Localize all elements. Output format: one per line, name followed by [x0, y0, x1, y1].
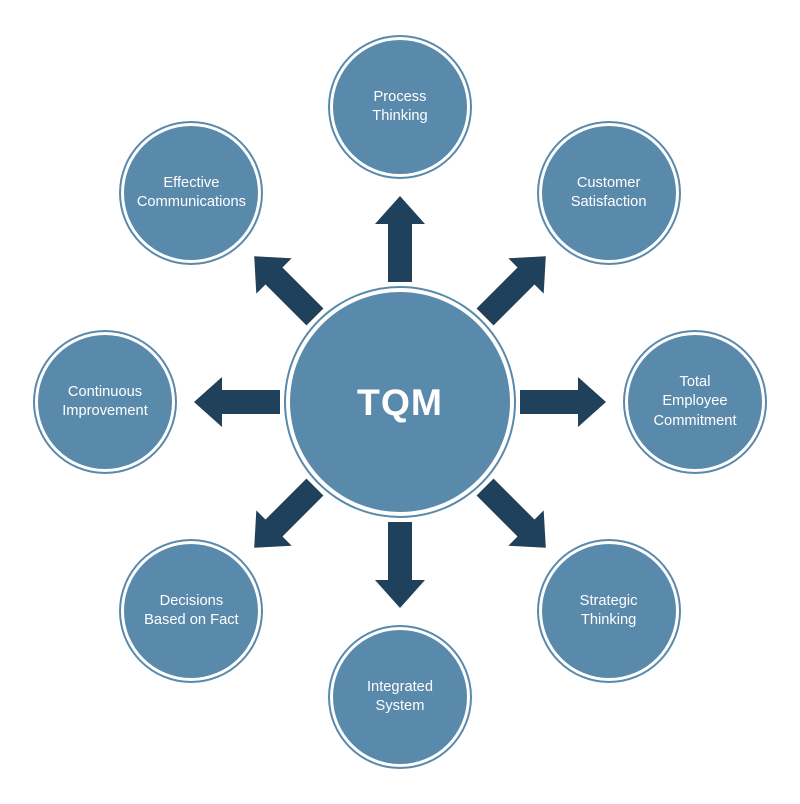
outer-node-strategic-thinking: StrategicThinking: [542, 544, 676, 678]
outer-label-3: StrategicThinking: [572, 592, 646, 630]
tqm-radial-diagram: TQM ProcessThinking CustomerSatisfaction…: [0, 0, 800, 804]
outer-label-0: ProcessThinking: [364, 88, 435, 126]
outer-node-effective-communications: EffectiveCommunications: [124, 126, 258, 260]
outer-label-5: DecisionsBased on Fact: [136, 592, 247, 630]
outer-node-decisions-based-on-fact: DecisionsBased on Fact: [124, 544, 258, 678]
arrow-integrated-system: [375, 522, 425, 608]
outer-label-4: IntegratedSystem: [359, 678, 441, 716]
center-node: TQM: [290, 292, 510, 512]
outer-label-1: CustomerSatisfaction: [563, 174, 655, 212]
arrow-continuous-improvement: [194, 377, 280, 427]
arrow-customer-satisfaction: [467, 239, 563, 335]
outer-label-2: TotalEmployeeCommitment: [645, 373, 744, 430]
outer-node-continuous-improvement: ContinuousImprovement: [38, 335, 172, 469]
outer-node-customer-satisfaction: CustomerSatisfaction: [542, 126, 676, 260]
center-label: TQM: [357, 381, 443, 424]
outer-node-process-thinking: ProcessThinking: [333, 40, 467, 174]
arrow-strategic-thinking: [467, 469, 563, 565]
outer-node-integrated-system: IntegratedSystem: [333, 630, 467, 764]
outer-node-total-employee-commitment: TotalEmployeeCommitment: [628, 335, 762, 469]
arrow-effective-communications: [237, 239, 333, 335]
outer-label-7: EffectiveCommunications: [129, 174, 254, 212]
arrow-decisions-based-on-fact: [237, 469, 333, 565]
arrow-total-employee-commitment: [520, 377, 606, 427]
outer-label-6: ContinuousImprovement: [54, 383, 156, 421]
arrow-process-thinking: [375, 196, 425, 282]
